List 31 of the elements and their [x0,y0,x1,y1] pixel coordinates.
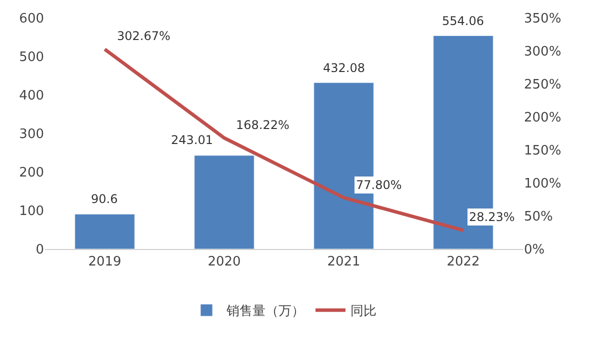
y-tick-label: 300 [19,127,44,142]
bar [194,155,254,249]
y-tick-label: 500 [19,50,44,66]
y2-tick-label: 350% [524,12,562,27]
data-label: 302.67% [117,29,170,43]
legend-label: 同比 [350,304,376,320]
data-label: 243.01 [171,133,213,147]
bar [74,214,135,249]
legend-label: 销售量（万） [226,304,304,320]
data-label: 28.23% [469,210,515,224]
y2-tick-label: 300% [524,44,562,60]
y-tick-label: 100 [19,204,44,220]
y2-tick-label: 0% [524,242,545,258]
x-tick-label: 2021 [327,254,360,270]
x-tick-label: 2022 [446,254,480,270]
y2-tick-label: 250% [524,78,562,93]
x-tick-label: 2019 [88,254,122,270]
data-label: 168.22% [236,118,290,132]
data-label: 432.08 [323,61,365,75]
y-tick-label: 200 [19,166,44,181]
y2-tick-label: 200% [524,110,562,126]
data-label: 77.80% [356,178,402,192]
y2-tick-label: 100% [524,176,562,192]
y-tick-label: 0 [36,242,44,258]
y-tick-label: 400 [19,88,44,104]
data-label: 554.06 [442,14,484,28]
y2-tick-label: 50% [524,210,553,225]
data-label: 90.6 [91,192,118,206]
y-tick-label: 600 [19,12,44,27]
y2-tick-label: 150% [524,144,562,159]
x-tick-label: 2020 [208,254,241,270]
